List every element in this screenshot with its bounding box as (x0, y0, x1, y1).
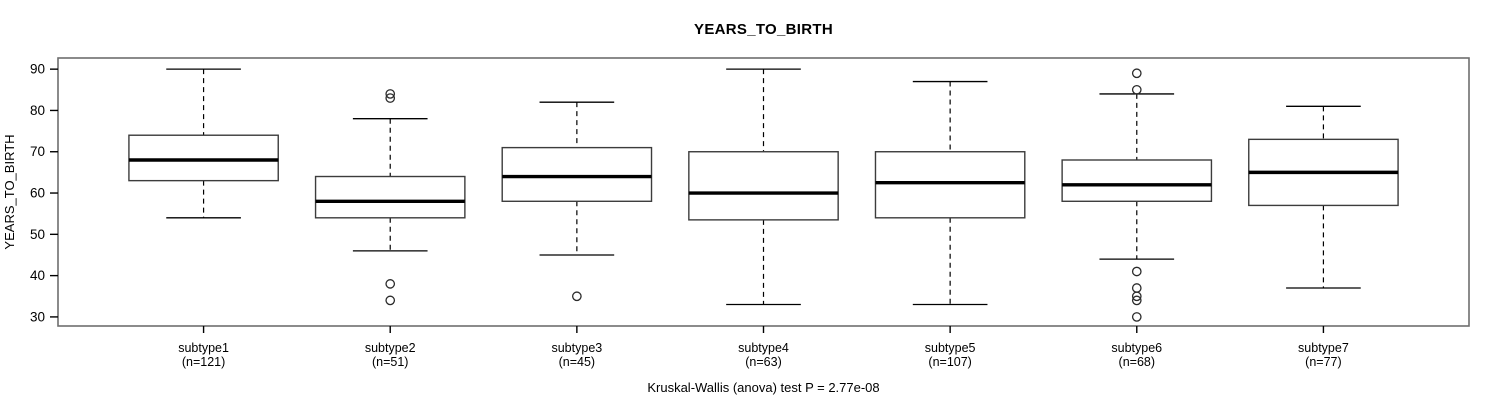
iqr-box (128, 134, 279, 182)
outlier-point (1131, 312, 1142, 322)
outlier-point (385, 89, 396, 99)
outlier-point (385, 93, 396, 103)
y-axis-label: YEARS_TO_BIRTH (2, 134, 17, 249)
x-tick-sublabel: (n=45) (559, 355, 595, 369)
outlier-point (1131, 68, 1142, 79)
outlier-point (385, 295, 396, 306)
x-tick-sublabel: (n=121) (182, 355, 225, 369)
outlier-point (572, 291, 582, 302)
x-tick-sublabel: (n=107) (928, 355, 971, 369)
x-tick-label: subtype1 (178, 341, 229, 355)
iqr-box (874, 151, 1026, 219)
x-tick-sublabel: (n=68) (1119, 355, 1155, 369)
y-tick-label: 40 (30, 268, 45, 283)
y-tick-label: 90 (30, 62, 45, 77)
x-tick-label: subtype3 (551, 341, 602, 355)
outlier-point (1131, 295, 1142, 306)
chart-title: YEARS_TO_BIRTH (694, 21, 833, 38)
stat-test-caption: Kruskal-Wallis (anova) test P = 2.77e-08 (647, 380, 880, 395)
y-tick-label: 50 (30, 227, 45, 242)
outlier-point (1131, 84, 1142, 95)
x-tick-label: subtype7 (1298, 341, 1349, 355)
iqr-box (314, 175, 466, 219)
x-tick-label: subtype5 (925, 341, 976, 355)
iqr-box (501, 146, 653, 202)
iqr-box (688, 151, 839, 221)
x-tick-label: subtype6 (1111, 341, 1162, 355)
outlier-point (1131, 283, 1142, 293)
y-tick-label: 70 (30, 144, 45, 159)
x-tick-sublabel: (n=63) (745, 355, 781, 369)
y-tick-label: 80 (30, 103, 45, 118)
outlier-point (1131, 266, 1142, 277)
x-tick-label: subtype2 (365, 341, 416, 355)
iqr-box (1061, 159, 1213, 202)
x-tick-sublabel: (n=77) (1305, 355, 1341, 369)
y-tick-label: 30 (30, 309, 45, 324)
y-tick-label: 60 (30, 186, 45, 201)
outlier-point (385, 279, 396, 289)
x-tick-label: subtype4 (738, 341, 789, 355)
outlier-point (1131, 291, 1142, 302)
x-tick-sublabel: (n=51) (372, 355, 408, 369)
